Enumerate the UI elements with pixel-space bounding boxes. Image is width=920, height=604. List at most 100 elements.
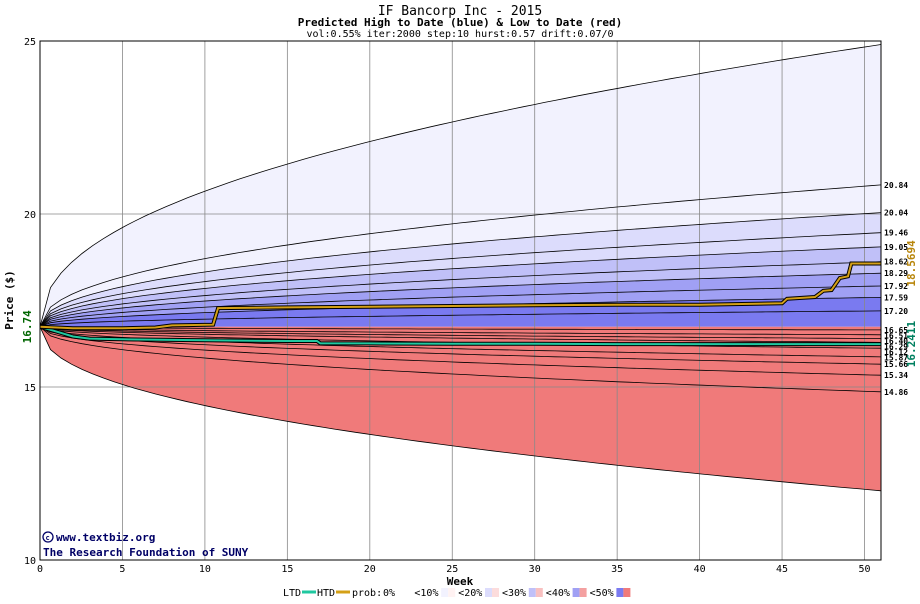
legend-prob-label: prob: [352,588,382,599]
probability-bands [40,44,881,491]
red-percentile-curve-2 [39,326,882,339]
legend-item-label-3: <30% [502,588,526,599]
red-percentile-curve-8 [39,326,882,393]
x-axis-ticks: 0 5 10 15 20 25 30 35 40 45 50 [37,564,871,575]
legend-ltd-label: LTD [283,588,301,599]
x-tick-label-45: 45 [776,564,788,575]
start-price-label: 16.74 [21,310,34,343]
x-tick-label-20: 20 [364,564,376,575]
blue-percentile-curve-1 [39,184,882,327]
y-tick-label-10: 10 [24,556,36,567]
blue-band-9 [40,310,881,327]
blue-band-4 [40,246,881,327]
legend-swatch-red-2 [492,588,499,597]
percentile-label-2: 19.46 [884,229,908,238]
legend-item-label-5: <50% [590,588,614,599]
chart-params: vol:0.55% iter:2000 step:10 hurst:0.57 d… [306,29,613,40]
percentile-label-17: 14.86 [884,388,908,397]
percentile-label-12: 16.29 [884,342,908,351]
x-tick-label-40: 40 [694,564,706,575]
legend-swatch-blue-3 [528,588,536,597]
percentile-label-16: 15.34 [884,371,908,380]
legend-htd-label: HTD [317,588,335,599]
x-tick-label-0: 0 [37,564,43,575]
x-tick-label-50: 50 [858,564,870,575]
legend-item-label-2: <20% [458,588,482,599]
x-axis-title: Week [447,575,474,588]
right-percentile-labels: 20.84 20.04 19.46 19.05 18.62 18.29 17.92 17.59… [884,181,908,397]
percentile-label-7: 17.59 [884,293,908,302]
red-percentile-curve-6 [39,326,882,365]
legend-swatch-blue-1 [441,588,449,597]
legend-swatch-blue-4 [572,588,580,597]
blue-band-5 [40,261,881,327]
legend-swatch-red-5 [623,588,631,597]
copyright-icon-letter: c [46,534,50,542]
y-axis-ticks: 10 15 20 25 [24,37,36,567]
blue-band-0 [40,44,881,327]
credit-url: www.textbiz.org [56,531,155,544]
legend-swatch-blue-5 [616,588,624,597]
y-axis-title: Price ($) [3,270,16,330]
legend-swatch-blue-2 [485,588,492,597]
copyright-icon [42,531,54,543]
x-tick-label-15: 15 [281,564,293,575]
blue-percentile-curve-3 [39,232,882,328]
red-percentile-curve-0 [39,326,881,331]
x-tick-label-25: 25 [446,564,458,575]
low-to-date-series-line [39,325,881,346]
blue-percentile-curve-0 [39,44,882,327]
blue-band-7 [40,286,881,327]
chart-title: IF Bancorp Inc - 2015 [378,4,542,19]
percentile-label-5: 18.29 [884,269,908,278]
legend-swatch-red-0 [404,588,412,597]
blue-band-6 [40,273,881,327]
blue-percentile-curve-4 [39,246,882,328]
blue-percentile-curve-7 [39,285,882,328]
credit-org: The Research Foundation of SUNY [43,546,249,559]
blue-percentile-curve-5 [39,261,882,328]
percentile-label-3: 19.05 [884,243,908,252]
percentile-label-1: 20.04 [884,209,908,218]
legend-swatch-red-1 [448,588,456,597]
y-tick-label-20: 20 [24,210,36,221]
percentile-label-15: 15.66 [884,360,908,369]
x-tick-label-10: 10 [199,564,211,575]
low-end-label: 16.2411 [905,321,918,368]
red-percentile-curve-7 [39,326,882,376]
blue-band-2 [40,212,881,327]
price-series [39,261,881,347]
blue-band-1 [40,184,881,327]
legend-item-label-0: 0% [383,588,395,599]
x-tick-label-5: 5 [119,564,125,575]
legend-item-label-1: <10% [414,588,438,599]
legend-swatch-red-3 [535,588,543,597]
percentile-label-11: 16.40 [884,337,908,346]
percentile-label-10: 16.51 [884,331,908,340]
legend: LTD HTD prob: 0% <10% <20% <30% <40% <50% [283,588,631,599]
legend-swatch-blue-0 [397,588,405,597]
blue-percentile-curve-9 [39,310,882,328]
legend-item-label-4: <40% [546,588,570,599]
x-tick-label-30: 30 [529,564,541,575]
x-tick-label-35: 35 [611,564,623,575]
percentile-label-4: 18.62 [884,258,908,267]
y-tick-label-15: 15 [24,383,36,394]
red-band-9 [40,326,881,491]
credit-block: c www.textbiz.org The Research Foundatio… [42,531,249,559]
blue-percentile-curve-2 [39,212,882,328]
red-percentile-curve-3 [39,326,882,343]
percentile-label-14: 15.87 [884,353,908,362]
percentile-label-9: 16.65 [884,326,908,335]
red-percentile-curve-9 [39,326,882,492]
percentile-label-13: 16.12 [884,348,908,357]
y-tick-label-25: 25 [24,37,36,48]
legend-swatch-red-4 [579,588,587,597]
plot-frame [39,40,882,561]
percentile-label-0: 20.84 [884,181,908,190]
percentile-label-8: 17.20 [884,307,908,316]
high-to-date-series-line [39,262,881,330]
red-percentile-curve-1 [39,326,882,336]
